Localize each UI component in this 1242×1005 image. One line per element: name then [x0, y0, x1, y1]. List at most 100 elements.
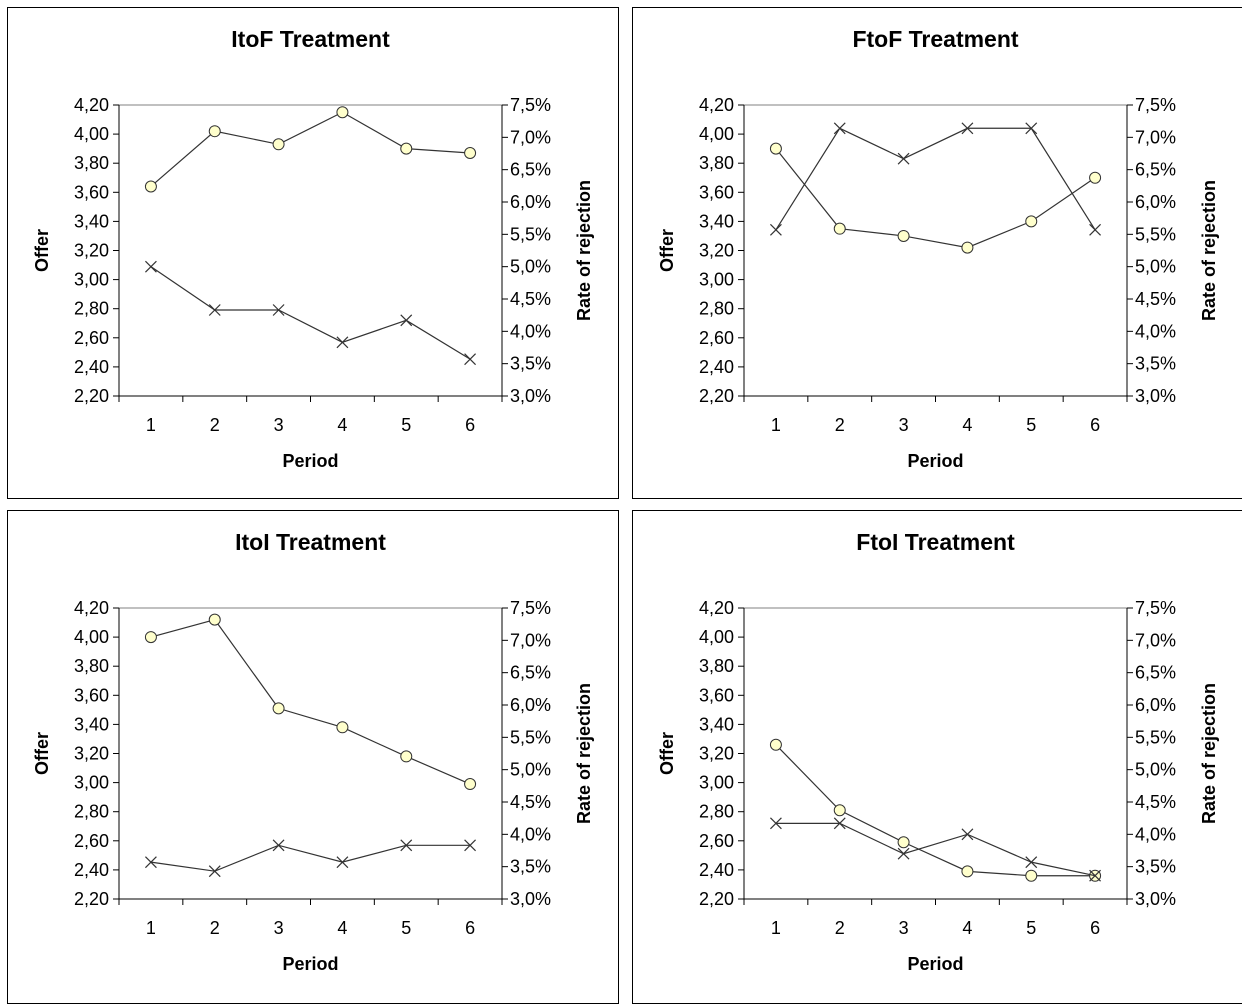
chart-svg-ftof: FtoF Treatment 2,20 2,40 2,60 2,80 3,00 3,20 3,…: [657, 26, 1219, 471]
chart-svg-ftoi: FtoI Treatment 2,20 2,40 2,60 2,80 3,00 3,20 3,…: [657, 529, 1219, 974]
right-tick-label: 4,0%: [510, 824, 551, 844]
rejection-point: [144, 856, 157, 869]
left-tick-label: 2,20: [74, 889, 109, 909]
series-line-offer: [150, 111, 471, 187]
x-axis-label: Period: [282, 954, 338, 974]
offer-point: [272, 702, 285, 715]
offer-point: [1089, 171, 1102, 184]
x-tick-label: 4: [337, 415, 347, 435]
rejection-point: [336, 856, 349, 869]
right-tick-label: 6,0%: [510, 695, 551, 715]
x-tick-label: 2: [835, 415, 845, 435]
rejection-point: [144, 260, 157, 273]
right-tick-label: 7,0%: [1135, 630, 1176, 650]
x-tick-label: 3: [899, 415, 909, 435]
chart-panel-itoi: ItoI Treatment 2,20 2,40 2,60 2,80 3,00 3,20 3,…: [7, 510, 619, 1004]
left-tick-label: 3,60: [74, 182, 109, 202]
left-tick-label: 3,20: [74, 744, 109, 764]
x-tick-label: 5: [1026, 918, 1036, 938]
chart-panel-itof: ItoF Treatment 2,20 2,40 2,60 2,80 3,00 3,20 3,…: [7, 7, 619, 499]
right-tick-label: 3,0%: [510, 889, 551, 909]
left-tick-label: 2,20: [699, 889, 734, 909]
right-tick-label: 5,0%: [1135, 257, 1176, 277]
left-tick-label: 3,40: [699, 714, 734, 734]
left-tick-label: 2,80: [74, 299, 109, 319]
right-tick-label: 3,5%: [510, 857, 551, 877]
offer-point: [272, 138, 285, 151]
offer-point: [464, 778, 477, 791]
offer-point: [833, 804, 846, 817]
x-axis-label: Period: [907, 954, 963, 974]
rejection-point: [961, 122, 974, 135]
left-tick-label: 3,00: [74, 270, 109, 290]
right-tick-label: 4,0%: [1135, 824, 1176, 844]
chart-title: ItoI Treatment: [235, 529, 386, 555]
left-tick-label: 3,60: [74, 685, 109, 705]
left-tick-label: 4,20: [699, 95, 734, 115]
right-tick-label: 3,0%: [510, 386, 551, 406]
offer-point: [144, 180, 157, 193]
x-tick-label: 1: [771, 918, 781, 938]
rejection-point: [897, 152, 910, 165]
offer-point: [897, 836, 910, 849]
left-tick-label: 3,20: [699, 744, 734, 764]
offer-point: [833, 222, 846, 235]
offer-point: [208, 613, 221, 626]
left-tick-label: 3,00: [699, 773, 734, 793]
left-tick-label: 2,40: [74, 860, 109, 880]
y-axis-label: Offer: [657, 732, 677, 775]
left-tick-label: 2,80: [74, 802, 109, 822]
left-tick-label: 3,40: [74, 714, 109, 734]
right-tick-label: 5,0%: [1135, 760, 1176, 780]
left-tick-label: 2,40: [699, 357, 734, 377]
offer-point: [897, 229, 910, 242]
x-tick-label: 3: [274, 918, 284, 938]
right-tick-label: 7,5%: [510, 95, 551, 115]
series-line-offer: [775, 744, 1096, 877]
right-tick-label: 4,5%: [1135, 289, 1176, 309]
right-tick-label: 5,5%: [1135, 224, 1176, 244]
rejection-point: [208, 865, 221, 878]
rejection-point: [464, 839, 477, 852]
left-tick-label: 2,80: [699, 299, 734, 319]
chart-svg-itof: ItoF Treatment 2,20 2,40 2,60 2,80 3,00 3,20 3,…: [32, 26, 594, 471]
right-tick-label: 6,0%: [1135, 695, 1176, 715]
x-axis-label: Period: [907, 451, 963, 471]
left-tick-label: 2,40: [699, 860, 734, 880]
left-tick-label: 3,40: [74, 211, 109, 231]
rejection-point: [400, 839, 413, 852]
x-tick-label: 6: [465, 918, 475, 938]
series-line-rejection: [775, 127, 1096, 231]
left-tick-label: 2,60: [699, 328, 734, 348]
left-tick-label: 2,80: [699, 802, 734, 822]
left-tick-label: 3,60: [699, 685, 734, 705]
right-tick-label: 7,5%: [1135, 95, 1176, 115]
y-axis-label: Offer: [657, 229, 677, 272]
left-tick-label: 2,60: [74, 328, 109, 348]
x-axis-label: Period: [282, 451, 338, 471]
rejection-point: [272, 304, 285, 316]
x-tick-label: 2: [210, 415, 220, 435]
left-tick-label: 2,60: [74, 831, 109, 851]
x-tick-label: 2: [210, 918, 220, 938]
left-tick-label: 2,40: [74, 357, 109, 377]
offer-point: [769, 142, 782, 155]
rejection-point: [208, 304, 221, 316]
left-tick-label: 3,80: [699, 153, 734, 173]
rejection-point: [464, 353, 477, 366]
right-tick-label: 6,5%: [510, 663, 551, 683]
y2-axis-label: Rate of rejection: [1199, 683, 1219, 824]
right-tick-label: 4,0%: [1135, 321, 1176, 341]
y-axis-label: Offer: [32, 732, 52, 775]
offer-point: [1025, 215, 1038, 228]
left-tick-label: 4,20: [74, 598, 109, 618]
x-tick-label: 4: [337, 918, 347, 938]
x-tick-label: 5: [401, 918, 411, 938]
right-tick-label: 5,5%: [510, 727, 551, 747]
series-line-offer: [150, 618, 471, 785]
rejection-point: [1089, 869, 1102, 882]
right-tick-label: 6,5%: [510, 160, 551, 180]
y2-axis-label: Rate of rejection: [1199, 180, 1219, 321]
offer-point: [336, 106, 349, 119]
right-tick-label: 6,0%: [1135, 192, 1176, 212]
